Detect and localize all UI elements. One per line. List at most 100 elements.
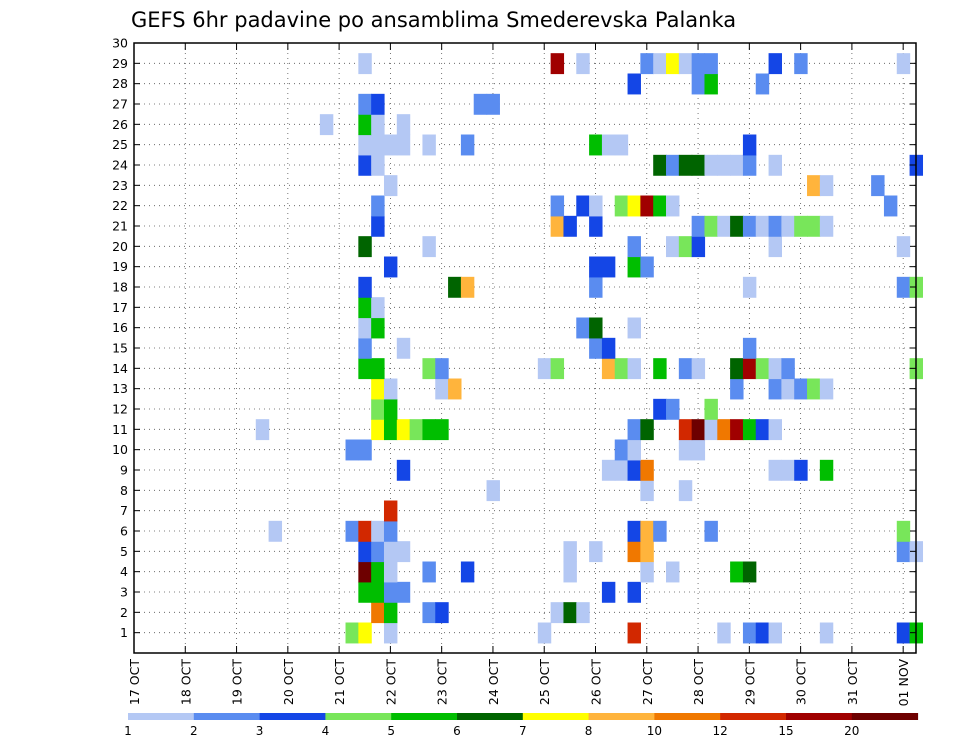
y-tick-label: 27 <box>112 97 128 112</box>
y-tick-label: 17 <box>112 300 128 315</box>
x-tick-label: 18 OCT <box>178 659 193 705</box>
y-tick-label: 2 <box>120 605 128 620</box>
heatmap-cell <box>371 561 385 583</box>
legend-label: 6 <box>453 724 461 738</box>
heatmap-cell <box>255 419 270 441</box>
heatmap-cell <box>666 195 680 217</box>
heatmap-cell <box>755 419 770 441</box>
y-tick-label: 9 <box>120 463 128 478</box>
heatmap-cell <box>704 398 718 420</box>
heatmap-cell <box>422 134 436 156</box>
y-tick-label: 20 <box>112 239 128 254</box>
heatmap-cell <box>319 114 334 136</box>
y-tick-label: 5 <box>120 544 128 559</box>
heatmap-cell <box>653 53 667 75</box>
heatmap-cell <box>678 53 693 75</box>
legend-label: 8 <box>585 724 593 738</box>
legend-swatch <box>654 713 721 720</box>
heatmap-cell <box>589 317 603 339</box>
heatmap-cell <box>371 358 385 380</box>
y-tick-label: 16 <box>112 320 128 335</box>
heatmap-cell <box>627 317 641 339</box>
heatmap-cell <box>742 215 757 237</box>
y-tick-label: 26 <box>112 117 128 132</box>
legend-label: 12 <box>713 724 728 738</box>
heatmap-cell <box>358 439 372 461</box>
heatmap-cell <box>704 215 718 237</box>
heatmap-cell <box>358 276 372 298</box>
heatmap-cell <box>627 541 641 563</box>
heatmap-cell <box>742 134 757 156</box>
heatmap-cell <box>589 541 603 563</box>
y-tick-label: 28 <box>112 76 128 91</box>
heatmap-cell <box>589 256 603 278</box>
heatmap-cell <box>550 358 565 380</box>
heatmap-cell <box>640 53 654 75</box>
y-tick-label: 21 <box>112 219 128 234</box>
heatmap-cell <box>448 378 462 400</box>
y-tick-label: 22 <box>112 198 128 213</box>
heatmap-cell <box>730 154 744 176</box>
heatmap-cell <box>768 459 782 481</box>
heatmap-cell <box>486 480 500 502</box>
y-tick-label: 8 <box>120 483 128 498</box>
heatmap-cell <box>730 561 744 583</box>
heatmap-cell <box>755 622 770 644</box>
heatmap-cell <box>691 154 706 176</box>
heatmap-cell <box>768 236 782 258</box>
y-tick-label: 4 <box>120 564 128 579</box>
heatmap-cell <box>781 358 795 380</box>
y-tick-label: 29 <box>112 56 128 71</box>
heatmap-cell <box>371 114 385 136</box>
heatmap-cell <box>691 439 706 461</box>
heatmap-cell <box>550 215 565 237</box>
heatmap-cell <box>396 114 411 136</box>
y-tick-label: 23 <box>112 178 128 193</box>
legend-swatch <box>325 713 392 720</box>
heatmap-cell <box>345 439 359 461</box>
x-tick-label: 17 OCT <box>127 659 142 705</box>
heatmap-cell <box>742 419 757 441</box>
heatmap-cell <box>576 602 590 624</box>
heatmap-cell <box>371 134 385 156</box>
heatmap-cell <box>614 358 629 380</box>
heatmap-cell <box>896 276 911 298</box>
heatmap-cell <box>768 419 782 441</box>
heatmap-cell <box>383 378 398 400</box>
x-tick-label: 29 OCT <box>742 659 757 705</box>
y-tick-label: 11 <box>112 422 128 437</box>
heatmap-cell <box>383 256 398 278</box>
legend-label: 1 <box>124 724 132 738</box>
y-tick-label: 19 <box>112 259 128 274</box>
heatmap-cell <box>678 480 693 502</box>
heatmap-cell <box>717 215 731 237</box>
heatmap-cell <box>717 154 731 176</box>
heatmap-cell <box>717 419 731 441</box>
heatmap-cell <box>383 398 398 420</box>
heatmap-cell <box>819 459 834 481</box>
heatmap-cell <box>691 419 706 441</box>
heatmap-cell <box>794 459 808 481</box>
heatmap-cell <box>383 419 398 441</box>
grid-lines <box>134 42 916 653</box>
heatmap-cell <box>640 256 654 278</box>
y-tick-label: 7 <box>120 503 128 518</box>
heatmap-cell <box>383 520 398 542</box>
heatmap-cell <box>576 195 590 217</box>
heatmap-cell <box>448 276 462 298</box>
heatmap-cell <box>371 154 385 176</box>
heatmap-cell <box>358 317 372 339</box>
heatmap-cell <box>717 622 731 644</box>
heatmap-cell <box>794 215 808 237</box>
heatmap-cell <box>345 622 359 644</box>
x-tick-label: 22 OCT <box>383 659 398 705</box>
heatmap-cell <box>755 215 770 237</box>
heatmap-cell <box>640 561 654 583</box>
heatmap-cell <box>371 581 385 603</box>
heatmap-cell <box>371 520 385 542</box>
heatmap-cell <box>666 53 680 75</box>
heatmap-cell <box>653 398 667 420</box>
heatmap-cell <box>883 195 898 217</box>
heatmap-cell <box>742 358 757 380</box>
